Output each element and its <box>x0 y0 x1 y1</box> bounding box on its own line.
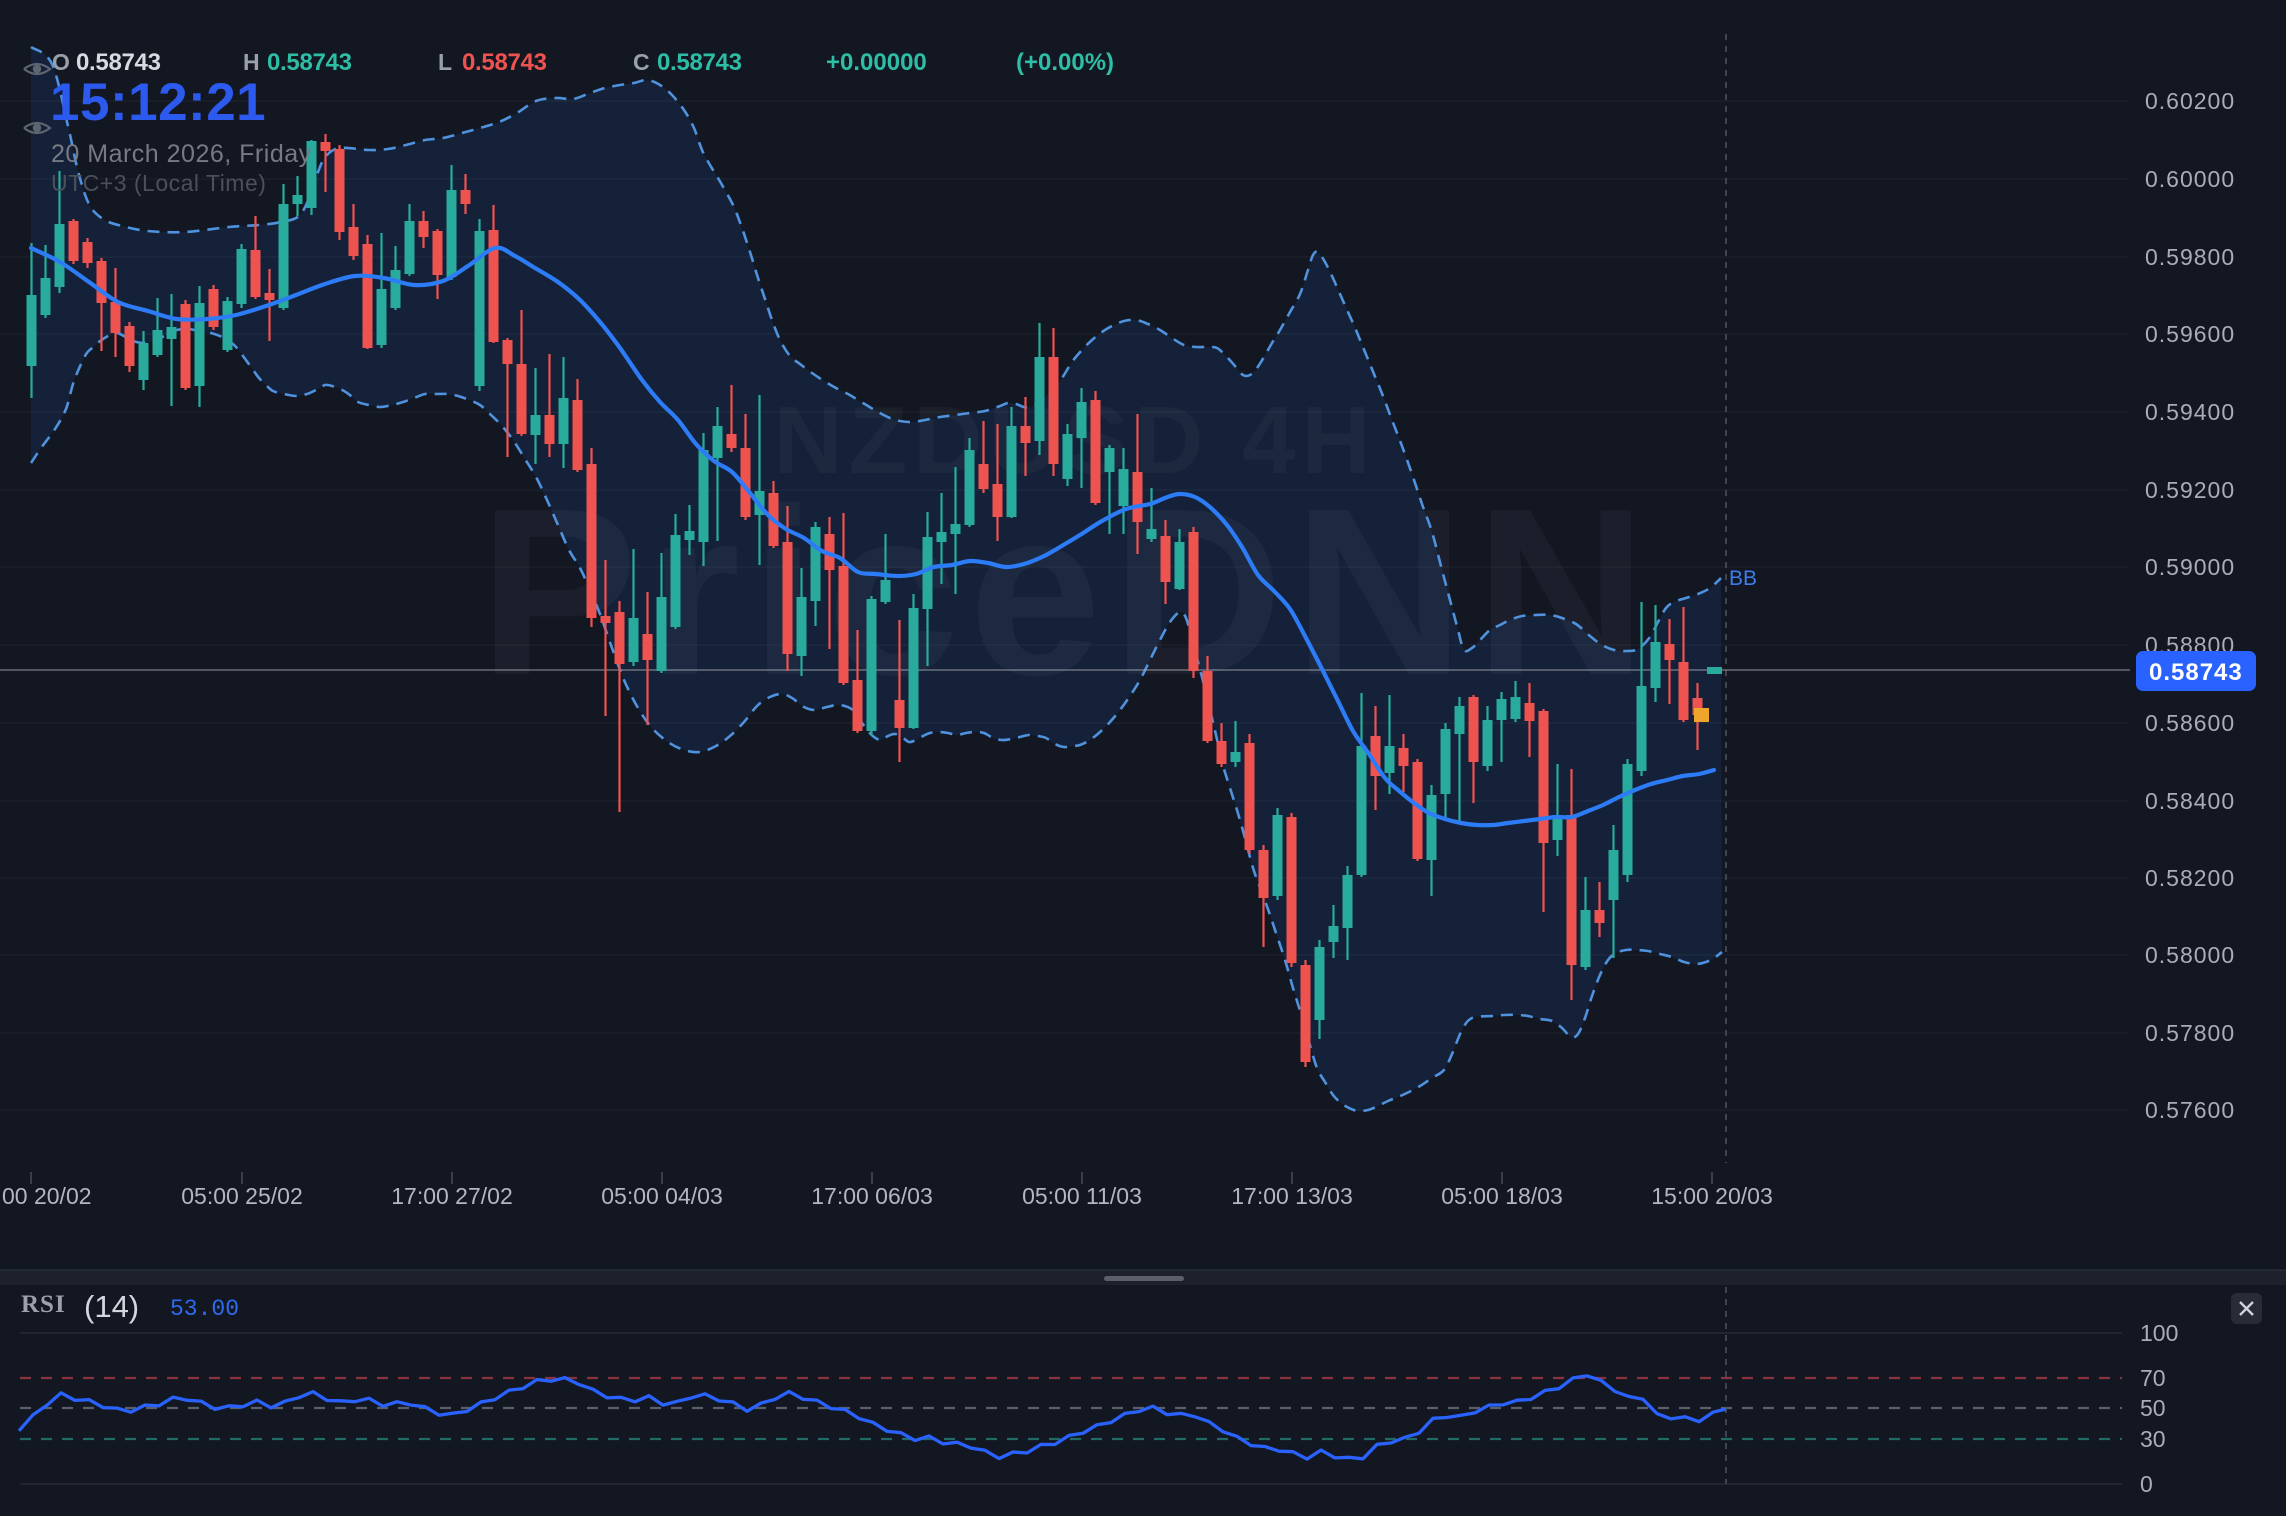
svg-text:(14): (14) <box>84 1289 139 1324</box>
svg-text:0.58743: 0.58743 <box>267 49 352 76</box>
svg-text:30: 30 <box>2140 1426 2166 1452</box>
svg-text:0.58743: 0.58743 <box>76 49 161 76</box>
svg-text:05:00 25/02: 05:00 25/02 <box>181 1183 303 1209</box>
svg-text:UTC+3 (Local Time): UTC+3 (Local Time) <box>51 170 266 196</box>
svg-text:0.58000: 0.58000 <box>2145 942 2235 968</box>
svg-text:0.59400: 0.59400 <box>2145 399 2235 425</box>
svg-text:50: 50 <box>2140 1395 2166 1421</box>
svg-text:O: O <box>52 49 70 75</box>
svg-text:0.58600: 0.58600 <box>2145 710 2235 736</box>
svg-text:(+0.00%): (+0.00%) <box>1016 49 1114 76</box>
svg-text:00 20/02: 00 20/02 <box>2 1183 92 1209</box>
svg-text:L: L <box>438 49 452 75</box>
svg-text:100: 100 <box>2140 1320 2178 1346</box>
svg-text:15:00 20/03: 15:00 20/03 <box>1651 1183 1773 1209</box>
svg-text:0.60200: 0.60200 <box>2145 88 2235 114</box>
svg-text:0.59800: 0.59800 <box>2145 244 2235 270</box>
svg-text:17:00 13/03: 17:00 13/03 <box>1231 1183 1353 1209</box>
svg-text:53.00: 53.00 <box>170 1296 239 1322</box>
svg-text:+0.00000: +0.00000 <box>826 49 927 76</box>
svg-text:05:00 18/03: 05:00 18/03 <box>1441 1183 1563 1209</box>
svg-text:H: H <box>243 49 260 75</box>
svg-text:PriceDNN: PriceDNN <box>479 460 1657 725</box>
svg-text:0.58200: 0.58200 <box>2145 865 2235 891</box>
svg-text:0.57600: 0.57600 <box>2145 1097 2235 1123</box>
svg-text:0.60000: 0.60000 <box>2145 166 2235 192</box>
svg-text:05:00 11/03: 05:00 11/03 <box>1022 1183 1142 1209</box>
svg-text:0.58743: 0.58743 <box>2149 659 2243 686</box>
svg-text:17:00 27/02: 17:00 27/02 <box>391 1183 513 1209</box>
svg-text:20 March 2026, Friday: 20 March 2026, Friday <box>51 140 312 168</box>
svg-text:0.58400: 0.58400 <box>2145 788 2235 814</box>
svg-text:0.57800: 0.57800 <box>2145 1020 2235 1046</box>
svg-text:70: 70 <box>2140 1365 2166 1391</box>
svg-text:0: 0 <box>2140 1471 2153 1497</box>
svg-text:C: C <box>633 49 650 75</box>
svg-text:0.58743: 0.58743 <box>462 49 547 76</box>
svg-text:0.59000: 0.59000 <box>2145 554 2235 580</box>
svg-text:0.59200: 0.59200 <box>2145 477 2235 503</box>
svg-text:05:00 04/03: 05:00 04/03 <box>601 1183 723 1209</box>
svg-text:17:00 06/03: 17:00 06/03 <box>811 1183 933 1209</box>
svg-text:15:12:21: 15:12:21 <box>50 73 266 132</box>
svg-text:0.58743: 0.58743 <box>657 49 742 76</box>
svg-text:0.59600: 0.59600 <box>2145 321 2235 347</box>
svg-text:RSI: RSI <box>21 1291 66 1318</box>
svg-text:BB: BB <box>1729 567 1757 590</box>
